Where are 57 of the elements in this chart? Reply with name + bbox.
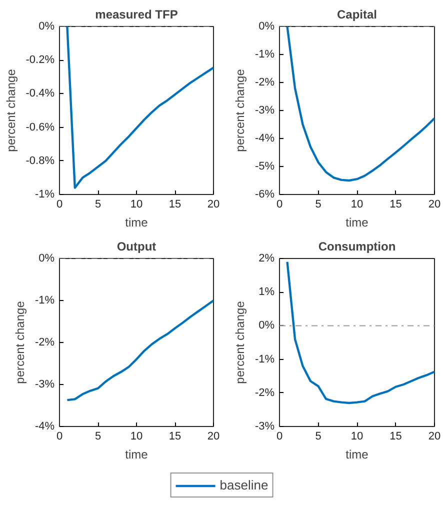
x-tick-label: 0 (276, 198, 283, 210)
x-tick-label: 20 (428, 198, 441, 210)
x-tick-label: 5 (94, 430, 102, 442)
x-tick-label: 20 (207, 198, 220, 210)
y-tick-label: -4% (34, 420, 55, 432)
y-tick-label: -2% (254, 386, 275, 399)
y-tick-label: -0.6% (26, 121, 55, 134)
y-tick-label: -1% (254, 353, 275, 366)
x-tick-label: 0 (56, 430, 63, 442)
chart-title: measured TFP (95, 8, 178, 22)
y-tick-label: -1% (254, 48, 275, 60)
x-axis-title: time (125, 448, 148, 462)
y-tick-label: -0.8% (26, 154, 55, 167)
chart-title: Output (116, 240, 156, 254)
y-tick-label: -0.2% (26, 54, 55, 66)
y-axis-title: percent change (4, 68, 18, 152)
x-tick-label: 15 (390, 430, 402, 442)
x-tick-label: 10 (130, 198, 143, 210)
y-tick-label: -2% (34, 336, 55, 348)
y-tick-label: -0.4% (26, 88, 55, 100)
y-tick-label: 0% (258, 320, 275, 332)
x-tick-label: 5 (315, 198, 322, 210)
y-tick-label: -4% (254, 132, 275, 144)
y-axis-title: percent change (232, 300, 247, 384)
y-tick-label: 0% (38, 20, 55, 32)
y-tick-label: -3% (254, 420, 275, 432)
y-axis-title: percent change (12, 300, 27, 384)
x-tick-label: 0 (56, 198, 63, 210)
y-tick-label: 0% (258, 20, 275, 32)
legend-label: baseline (220, 478, 268, 492)
x-tick-label: 15 (168, 430, 182, 442)
y-tick-label: 2% (258, 252, 275, 264)
x-tick-label: 10 (350, 198, 364, 210)
x-tick-label: 20 (207, 430, 220, 442)
x-tick-label: 10 (130, 430, 143, 442)
y-axis-title: percent change (232, 68, 247, 152)
y-tick-label: -6% (254, 188, 275, 200)
x-tick-label: 0 (276, 430, 283, 442)
x-tick-label: 5 (315, 430, 322, 442)
y-tick-label: -2% (254, 76, 275, 88)
x-axis-title: time (346, 448, 369, 462)
x-tick-label: 15 (168, 198, 182, 210)
x-axis-title: time (125, 216, 148, 230)
y-tick-label: -3% (34, 378, 55, 390)
x-tick-label: 10 (350, 430, 364, 442)
x-tick-label: 20 (428, 430, 441, 442)
y-tick-label: -3% (254, 104, 275, 116)
y-tick-label: -1% (34, 294, 55, 306)
y-tick-label: -5% (254, 160, 275, 172)
x-axis-title: time (346, 216, 369, 230)
y-tick-label: 0% (38, 252, 55, 264)
y-tick-label: -1% (34, 188, 55, 200)
x-tick-label: 15 (390, 198, 402, 210)
chart-title: Consumption (318, 240, 396, 254)
x-tick-label: 5 (94, 198, 102, 210)
chart-title: Capital (336, 8, 378, 22)
y-tick-label: 1% (258, 286, 275, 298)
